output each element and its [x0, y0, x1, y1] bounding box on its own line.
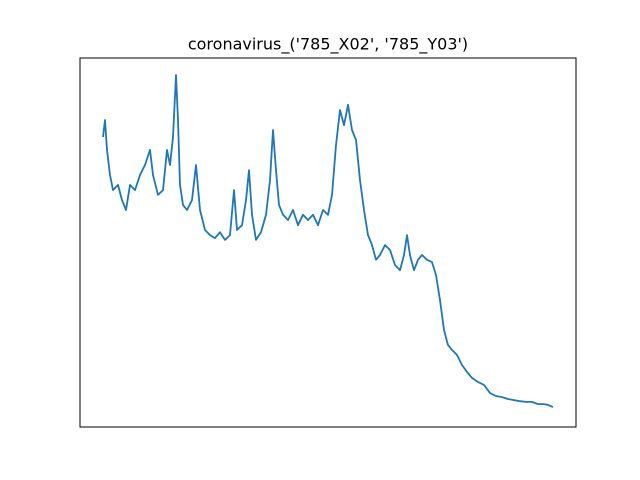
chart-title: coronavirus_('785_X02', '785_Y03') [188, 35, 468, 55]
data-line [102, 74, 554, 408]
plot-frame [79, 57, 577, 428]
